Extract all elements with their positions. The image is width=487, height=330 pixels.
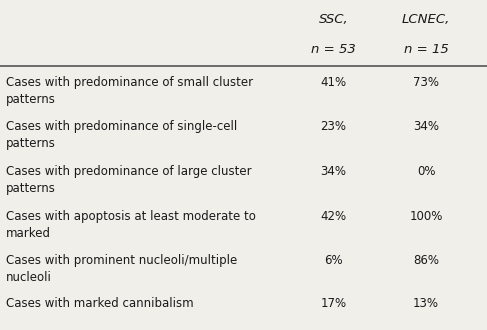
Text: Cases with apoptosis at least moderate to
marked: Cases with apoptosis at least moderate t… <box>6 210 256 240</box>
Text: 100%: 100% <box>410 210 443 222</box>
Text: 42%: 42% <box>320 210 347 222</box>
Text: LCNEC,: LCNEC, <box>402 13 450 26</box>
Text: n = 15: n = 15 <box>404 43 449 56</box>
Text: Cases with predominance of large cluster
patterns: Cases with predominance of large cluster… <box>6 165 251 195</box>
Text: 17%: 17% <box>320 297 347 310</box>
Text: n = 53: n = 53 <box>311 43 356 56</box>
Text: SSC,: SSC, <box>318 13 349 26</box>
Text: 23%: 23% <box>320 120 347 133</box>
Text: Cases with predominance of small cluster
patterns: Cases with predominance of small cluster… <box>6 76 253 106</box>
Text: 73%: 73% <box>413 76 439 89</box>
Text: 6%: 6% <box>324 254 343 267</box>
Text: 86%: 86% <box>413 254 439 267</box>
Text: Cases with marked cannibalism: Cases with marked cannibalism <box>6 297 193 310</box>
Text: 41%: 41% <box>320 76 347 89</box>
Text: Cases with predominance of single-cell
patterns: Cases with predominance of single-cell p… <box>6 120 237 150</box>
Text: 13%: 13% <box>413 297 439 310</box>
Text: 34%: 34% <box>320 165 347 178</box>
Text: Cases with prominent nucleoli/multiple
nucleoli: Cases with prominent nucleoli/multiple n… <box>6 254 237 284</box>
Text: 0%: 0% <box>417 165 435 178</box>
Text: 34%: 34% <box>413 120 439 133</box>
